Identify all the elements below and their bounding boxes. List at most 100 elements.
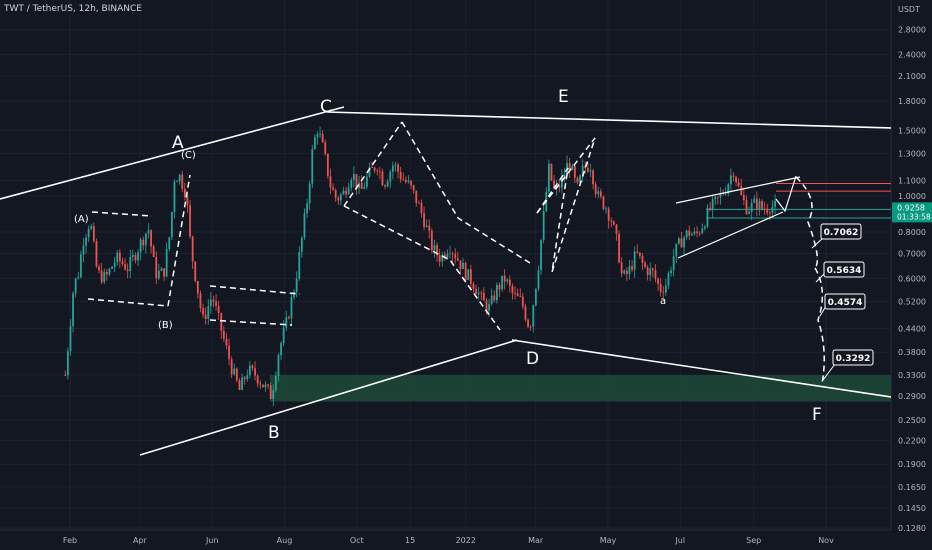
price-tick-label: 0.2900 (898, 392, 926, 401)
candle (490, 288, 493, 306)
candle (501, 275, 503, 292)
candle-body (334, 189, 337, 198)
candle (456, 251, 459, 262)
candle-body (553, 180, 555, 189)
candle (74, 277, 77, 298)
candle-body (407, 180, 410, 183)
candle-body (332, 187, 334, 190)
candle (698, 231, 701, 237)
candle-body (488, 303, 490, 311)
candle (568, 157, 571, 178)
candle (287, 315, 290, 320)
candle-body (597, 191, 600, 195)
candle-body (753, 198, 756, 203)
candle (441, 251, 444, 267)
candle-body (150, 230, 152, 247)
candle (163, 268, 165, 281)
candle-body (540, 239, 542, 271)
candle (334, 188, 337, 202)
candle (623, 269, 626, 276)
candle-body (740, 186, 743, 195)
candle-body (329, 176, 332, 188)
candle-body (657, 278, 659, 284)
price-tick-label: 0.5200 (898, 298, 926, 307)
candle-body (576, 177, 579, 183)
candle-body (532, 305, 535, 327)
candle (92, 222, 95, 243)
candle (209, 292, 212, 314)
candle-body (735, 176, 737, 183)
candle-body (758, 201, 761, 210)
candle (69, 318, 72, 356)
candle-body (189, 205, 191, 237)
candle-body (750, 202, 753, 212)
dash-d-e-2 (536, 137, 596, 273)
candle-body (352, 174, 355, 180)
candle (142, 236, 145, 250)
candle-body (607, 208, 610, 221)
candles (64, 126, 776, 406)
candle (607, 206, 610, 229)
candle-body (706, 207, 709, 227)
candle-body (472, 283, 475, 289)
candle-body (688, 230, 691, 236)
candle (724, 186, 727, 196)
candle-body (384, 185, 386, 187)
candle (274, 371, 277, 393)
candle-body (547, 163, 550, 192)
candle-body (402, 179, 405, 181)
candle (438, 248, 441, 267)
candle-body (287, 317, 290, 319)
candle (480, 290, 483, 301)
candle (160, 267, 163, 272)
candle (701, 223, 704, 235)
candle (436, 242, 438, 262)
candle (540, 239, 542, 276)
candle-body (142, 239, 145, 246)
candle (750, 198, 753, 220)
candle-body (345, 190, 347, 195)
candle (709, 202, 711, 212)
candle (376, 168, 379, 176)
candle (248, 360, 251, 379)
target-box-1: 0.7062 (820, 223, 862, 240)
candle-body (581, 165, 584, 176)
wave-label-e: E (558, 87, 569, 107)
candle-body (173, 181, 176, 212)
price-tick-label: 0.3800 (898, 348, 926, 357)
candle-body (693, 231, 696, 235)
candle-body (116, 252, 119, 263)
candle (670, 266, 672, 277)
candle (732, 172, 735, 182)
candle (755, 191, 758, 217)
candle-body (399, 171, 402, 180)
candle (121, 257, 124, 267)
candle (152, 244, 155, 258)
candle-body (586, 167, 589, 172)
candle (98, 263, 100, 274)
candle-body (363, 186, 366, 189)
candle-body (397, 164, 399, 172)
candle-body (534, 288, 537, 306)
candle (404, 176, 407, 184)
candle-body (425, 225, 428, 227)
candle-body (339, 194, 342, 201)
wave-label-a: A (172, 133, 184, 153)
sub-label-b: (B) (158, 320, 173, 331)
dash-proj-1 (795, 176, 819, 269)
candle-body (423, 213, 425, 227)
candle-body (313, 137, 316, 150)
candle (199, 290, 202, 313)
candle-body (623, 270, 626, 274)
candle (300, 236, 303, 258)
candle-body (209, 299, 212, 307)
candle-body (285, 317, 288, 328)
candle-body (748, 211, 750, 214)
candle (178, 173, 181, 185)
candle-body (703, 226, 706, 229)
candle (605, 206, 607, 214)
candle (646, 264, 649, 281)
candle (597, 186, 600, 199)
candle-body (191, 236, 194, 262)
